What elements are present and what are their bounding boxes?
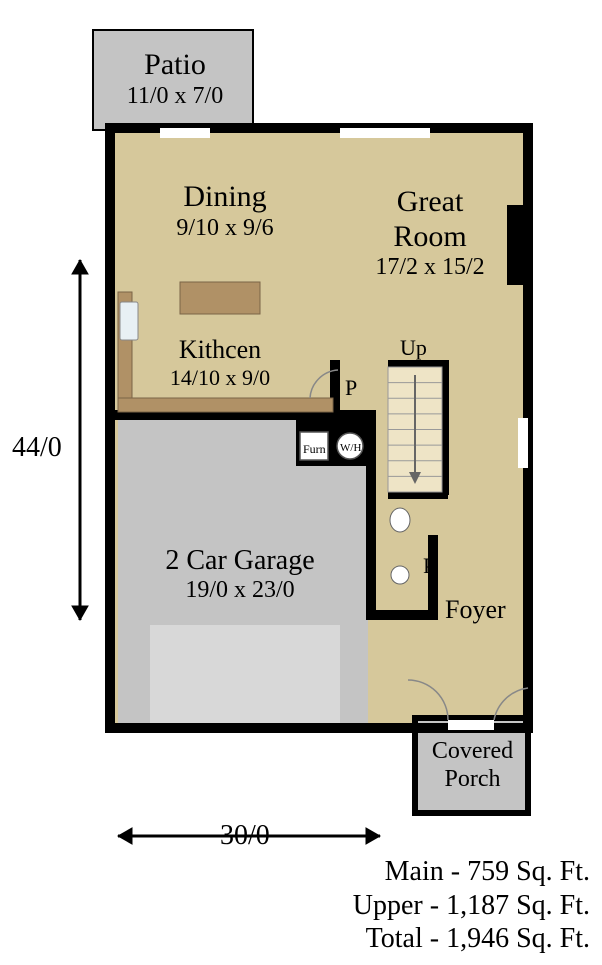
patio-name: Patio — [100, 48, 250, 83]
porch-line1: Covered — [420, 738, 525, 766]
kitchen-dim: 14/10 x 9/0 — [135, 365, 305, 390]
stats-main: Main - 759 Sq. Ft. — [353, 855, 590, 889]
garage-dim: 19/0 x 23/0 — [130, 577, 350, 605]
porch-line2: Porch — [420, 766, 525, 794]
square-footage-stats: Main - 759 Sq. Ft. Upper - 1,187 Sq. Ft.… — [353, 855, 590, 956]
kitchen-label: Kithcen 14/10 x 9/0 — [135, 335, 305, 390]
great-room-name1: Great — [350, 185, 510, 220]
foyer-name: Foyer — [445, 595, 506, 625]
garage-label: 2 Car Garage 19/0 x 23/0 — [130, 545, 350, 605]
garage-name: 2 Car Garage — [130, 545, 350, 577]
floorplan-svg — [0, 0, 602, 960]
furnace-label: Furn — [303, 442, 326, 457]
water-heater-label: W/H — [340, 442, 361, 454]
porch-label: Covered Porch — [420, 738, 525, 793]
floor-plan-diagram: Patio 11/0 x 7/0 Dining 9/10 x 9/6 Great… — [0, 0, 602, 960]
pantry-label: P — [345, 375, 357, 401]
height-dim-label: 44/0 — [12, 432, 62, 464]
patio-label: Patio 11/0 x 7/0 — [100, 48, 250, 110]
kitchen-name: Kithcen — [135, 335, 305, 365]
great-room-dim: 17/2 x 15/2 — [350, 254, 510, 282]
dining-label: Dining 9/10 x 9/6 — [150, 180, 300, 242]
stats-upper: Upper - 1,187 Sq. Ft. — [353, 889, 590, 923]
width-dim-label: 30/0 — [220, 820, 270, 852]
patio-dim: 11/0 x 7/0 — [100, 83, 250, 111]
foyer-label: Foyer — [445, 595, 506, 625]
garage-door — [150, 625, 340, 728]
stairs — [388, 367, 442, 492]
dining-name: Dining — [150, 180, 300, 215]
powder-label: P — [423, 553, 435, 579]
great-room-label: Great Room 17/2 x 15/2 — [350, 185, 510, 282]
stairs-up-label: Up — [400, 335, 427, 361]
dining-dim: 9/10 x 9/6 — [150, 215, 300, 243]
great-room-name2: Room — [350, 220, 510, 255]
stats-total: Total - 1,946 Sq. Ft. — [353, 922, 590, 956]
